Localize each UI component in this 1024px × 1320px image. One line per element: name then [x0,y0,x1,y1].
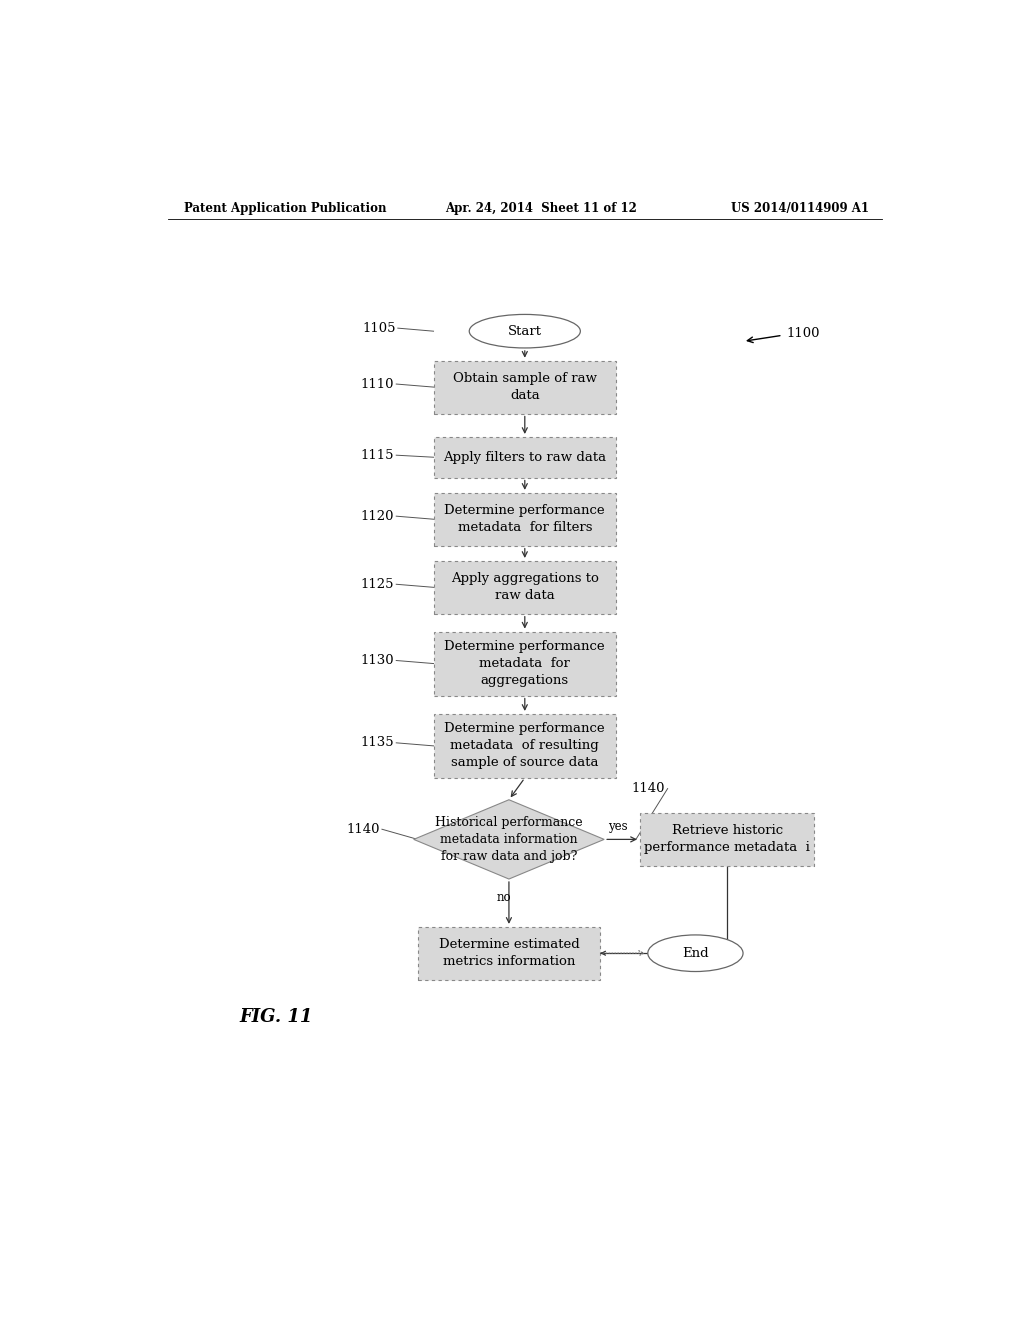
Text: Apply aggregations to
raw data: Apply aggregations to raw data [451,573,599,602]
Text: 1135: 1135 [360,737,394,750]
FancyBboxPatch shape [433,492,616,545]
FancyBboxPatch shape [433,360,616,413]
FancyBboxPatch shape [433,561,616,614]
FancyBboxPatch shape [433,631,616,696]
Text: Start: Start [508,325,542,338]
Ellipse shape [648,935,743,972]
Text: Retrieve historic
performance metadata  i: Retrieve historic performance metadata i [644,825,810,854]
Text: 1125: 1125 [360,578,394,591]
Text: no: no [497,891,512,904]
Text: Determine performance
metadata  for
aggregations: Determine performance metadata for aggre… [444,640,605,686]
FancyBboxPatch shape [418,927,600,979]
Text: Determine performance
metadata  of resulting
sample of source data: Determine performance metadata of result… [444,722,605,770]
Text: 1110: 1110 [360,378,394,391]
Text: Historical performance
metadata information
for raw data and job?: Historical performance metadata informat… [435,816,583,863]
Text: Determine performance
metadata  for filters: Determine performance metadata for filte… [444,504,605,535]
Text: Determine estimated
metrics information: Determine estimated metrics information [438,939,580,969]
Text: Patent Application Publication: Patent Application Publication [183,202,386,215]
Text: End: End [682,946,709,960]
Text: US 2014/0114909 A1: US 2014/0114909 A1 [731,202,869,215]
FancyBboxPatch shape [640,813,814,866]
FancyBboxPatch shape [433,714,616,777]
Text: 1130: 1130 [360,653,394,667]
Text: 1140: 1140 [632,781,666,795]
Text: yes: yes [608,820,628,833]
Text: 1115: 1115 [360,449,394,462]
Text: 1105: 1105 [362,322,395,335]
Text: 1100: 1100 [786,327,820,339]
Text: 1140: 1140 [346,822,380,836]
Text: Apply filters to raw data: Apply filters to raw data [443,450,606,463]
Ellipse shape [469,314,581,348]
FancyBboxPatch shape [433,437,616,478]
Text: Apr. 24, 2014  Sheet 11 of 12: Apr. 24, 2014 Sheet 11 of 12 [445,202,637,215]
Text: FIG. 11: FIG. 11 [240,1008,312,1026]
Polygon shape [414,800,604,879]
Text: Obtain sample of raw
data: Obtain sample of raw data [453,372,597,403]
Text: 1120: 1120 [360,510,394,523]
